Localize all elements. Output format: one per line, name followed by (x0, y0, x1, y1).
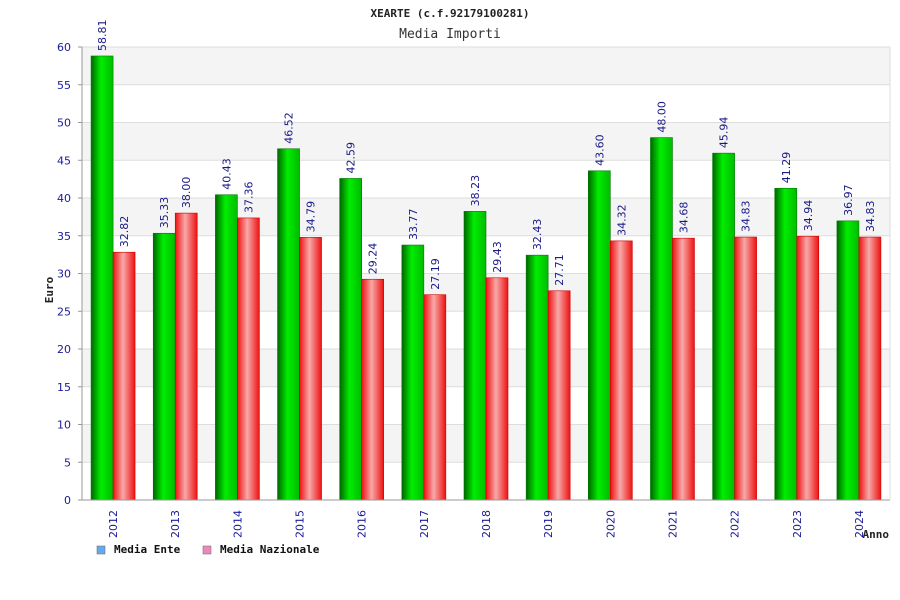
bar-ente (463, 211, 487, 501)
bar-value-labels: 58.81 32.82 35.33 38.00 40.43 37.36 46.52 34.79… (96, 19, 877, 289)
x-tick-label: 2024 (853, 510, 866, 538)
bar-value-label: 32.82 (118, 216, 131, 248)
bar-ente (588, 170, 611, 501)
bar-nazionale (858, 236, 882, 501)
bar-value-label: 38.23 (469, 175, 482, 207)
bar-ente (525, 254, 549, 501)
bar-value-label: 34.83 (864, 201, 877, 233)
y-tick-label: 15 (57, 381, 71, 394)
bar-value-label: 58.81 (96, 19, 109, 51)
bar-value-label: 29.43 (491, 241, 504, 273)
x-tick-label: 2021 (666, 510, 679, 538)
x-tick-label: 2012 (107, 510, 120, 538)
x-tick-label: 2018 (480, 510, 493, 538)
plot-band (82, 84, 890, 123)
bar-value-label: 42.59 (345, 142, 358, 174)
x-tick-label: 2019 (542, 510, 555, 538)
chart-subtitle: Media Importi (399, 27, 501, 42)
y-tick-label: 20 (57, 343, 71, 356)
legend-swatch (96, 545, 106, 555)
x-tick-label: 2020 (604, 510, 617, 538)
bar-nazionale (485, 277, 509, 501)
y-tick-label: 5 (64, 456, 71, 469)
bar-value-label: 43.60 (593, 134, 606, 166)
bar-nazionale (672, 237, 695, 501)
bar-ente (401, 244, 425, 501)
bar-ente (650, 137, 673, 501)
chart-title: XEARTE (c.f.92179100281) (371, 7, 530, 20)
bar-ente (152, 232, 176, 501)
bar-nazionale (734, 236, 757, 501)
bar-value-label: 45.94 (718, 117, 731, 149)
legend-label: Media Nazionale (220, 543, 320, 556)
y-axis-label: Euro (43, 276, 56, 303)
plot-band (82, 47, 890, 85)
y-tick-label: 50 (57, 117, 71, 130)
bar-value-label: 32.43 (531, 219, 544, 251)
x-tick-label: 2022 (729, 510, 742, 538)
bar-value-label: 34.94 (802, 200, 815, 232)
bar-value-label: 46.52 (283, 112, 296, 144)
y-tick-label: 30 (57, 268, 71, 281)
bar-value-label: 35.33 (158, 197, 171, 229)
bar-value-label: 48.00 (655, 101, 668, 133)
bar-nazionale (796, 235, 820, 501)
bar-value-label: 34.32 (615, 204, 628, 236)
x-axis-label: Anno (863, 528, 890, 541)
x-tick-label: 2013 (169, 510, 182, 538)
bars-group (90, 55, 882, 501)
bar-nazionale (237, 217, 260, 501)
bar-ente (277, 148, 300, 501)
bar-value-label: 27.19 (429, 258, 442, 290)
bar-value-label: 29.24 (367, 243, 380, 275)
bar-value-label: 41.29 (780, 152, 793, 184)
plot-band (82, 122, 890, 161)
axes (78, 46, 891, 501)
bar-value-label: 40.43 (220, 158, 233, 190)
legend: Media Ente Media Nazionale (96, 543, 320, 556)
y-tick-label: 60 (57, 41, 71, 54)
bar-nazionale (174, 212, 198, 501)
bar-nazionale (423, 294, 447, 501)
bar-nazionale (547, 290, 571, 501)
bar-ente (774, 187, 798, 501)
y-tick-label: 25 (57, 305, 71, 318)
x-tick-label: 2014 (231, 510, 244, 538)
y-tick-label: 55 (57, 79, 71, 92)
bar-value-label: 27.71 (553, 254, 566, 286)
bar-nazionale (361, 278, 384, 501)
bar-value-label: 34.79 (305, 201, 318, 233)
y-tick-label: 0 (64, 494, 71, 507)
y-tick-labels: 0 5 10 15 20 25 30 35 40 45 50 55 60 (57, 41, 71, 507)
bar-nazionale (610, 240, 633, 501)
bar-value-label: 34.83 (740, 201, 753, 233)
x-tick-label: 2017 (418, 510, 431, 538)
bar-ente (215, 194, 238, 501)
bar-value-label: 38.00 (180, 177, 193, 209)
bar-nazionale (112, 251, 136, 501)
bar-ente (836, 220, 860, 501)
plot-band (82, 160, 890, 198)
x-tick-labels: 2012 2013 2014 2015 2016 2017 2018 2019 2020 2021… (107, 510, 866, 538)
x-tick-label: 2015 (294, 510, 307, 538)
bar-ente (712, 152, 735, 501)
y-tick-label: 40 (57, 192, 71, 205)
bar-nazionale (299, 237, 322, 501)
bar-ente (90, 55, 114, 501)
y-tick-label: 10 (57, 419, 71, 432)
legend-swatch (202, 545, 212, 555)
bar-ente (339, 178, 362, 501)
bar-value-label: 37.36 (242, 181, 255, 213)
bar-value-label: 36.97 (842, 184, 855, 216)
x-tick-label: 2023 (791, 510, 804, 538)
legend-label: Media Ente (114, 543, 181, 556)
y-tick-label: 35 (57, 230, 71, 243)
bar-value-label: 33.77 (407, 209, 420, 241)
x-tick-label: 2016 (356, 510, 369, 538)
bar-value-label: 34.68 (677, 202, 690, 234)
y-tick-label: 45 (57, 154, 71, 167)
